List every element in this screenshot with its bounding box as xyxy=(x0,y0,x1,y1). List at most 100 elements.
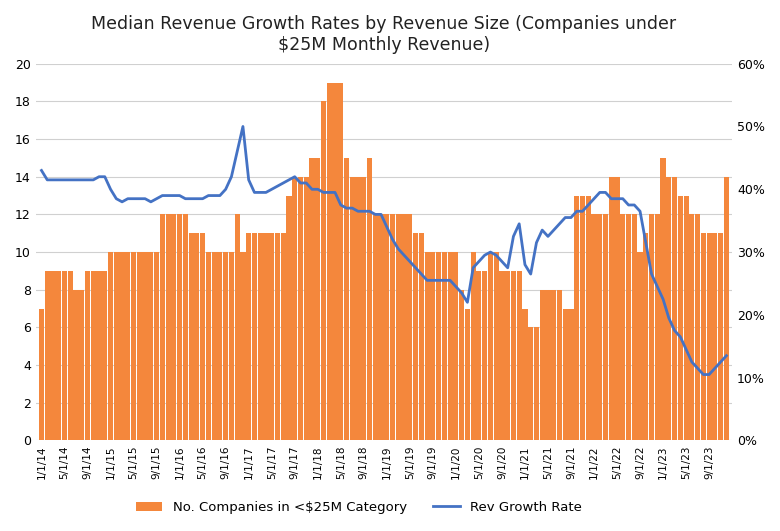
Bar xyxy=(172,215,176,441)
Bar xyxy=(240,252,246,441)
Bar xyxy=(580,195,585,441)
Bar xyxy=(235,215,239,441)
Bar xyxy=(413,233,418,441)
Bar xyxy=(292,177,297,441)
Bar xyxy=(603,215,608,441)
Bar xyxy=(200,233,205,441)
Bar xyxy=(165,215,171,441)
Bar xyxy=(177,215,183,441)
Bar xyxy=(419,233,424,441)
Bar xyxy=(356,177,360,441)
Bar xyxy=(90,271,96,441)
Bar xyxy=(477,271,481,441)
Bar xyxy=(303,177,309,441)
Bar xyxy=(189,233,193,441)
Bar xyxy=(569,309,573,441)
Bar xyxy=(194,233,200,441)
Bar xyxy=(136,252,142,441)
Bar xyxy=(257,233,263,441)
Bar xyxy=(402,215,406,441)
Bar xyxy=(385,215,389,441)
Bar xyxy=(315,158,321,441)
Bar xyxy=(286,195,292,441)
Bar xyxy=(654,215,660,441)
Bar xyxy=(246,233,251,441)
Bar xyxy=(298,177,303,441)
Bar xyxy=(707,233,711,441)
Bar xyxy=(597,215,602,441)
Bar xyxy=(441,252,447,441)
Bar xyxy=(206,252,211,441)
Bar xyxy=(453,252,459,441)
Bar xyxy=(615,177,619,441)
Bar xyxy=(275,233,280,441)
Bar xyxy=(349,177,355,441)
Bar xyxy=(666,177,672,441)
Bar xyxy=(632,215,637,441)
Bar xyxy=(143,252,147,441)
Bar xyxy=(672,177,677,441)
Bar xyxy=(424,252,430,441)
Legend: No. Companies in <$25M Category, Rev Growth Rate: No. Companies in <$25M Category, Rev Gro… xyxy=(130,495,587,519)
Bar xyxy=(683,195,689,441)
Bar xyxy=(448,252,452,441)
Bar xyxy=(148,252,154,441)
Bar xyxy=(511,271,516,441)
Bar xyxy=(56,271,62,441)
Bar xyxy=(499,271,505,441)
Bar xyxy=(407,215,413,441)
Bar xyxy=(97,271,101,441)
Bar xyxy=(700,233,706,441)
Bar xyxy=(695,215,700,441)
Bar xyxy=(551,290,556,441)
Bar xyxy=(528,328,534,441)
Bar xyxy=(470,252,476,441)
Bar xyxy=(436,252,441,441)
Bar xyxy=(591,215,597,441)
Bar xyxy=(154,252,159,441)
Bar xyxy=(620,215,626,441)
Bar xyxy=(281,233,285,441)
Bar xyxy=(378,215,384,441)
Bar xyxy=(465,309,470,441)
Bar xyxy=(574,195,580,441)
Bar xyxy=(678,195,683,441)
Bar xyxy=(361,177,367,441)
Bar xyxy=(505,271,510,441)
Bar xyxy=(534,328,539,441)
Bar xyxy=(160,215,165,441)
Bar xyxy=(557,290,562,441)
Bar xyxy=(229,252,234,441)
Bar xyxy=(252,233,257,441)
Bar xyxy=(223,252,229,441)
Bar xyxy=(126,252,130,441)
Bar xyxy=(586,195,590,441)
Bar xyxy=(562,309,568,441)
Bar xyxy=(264,233,268,441)
Bar xyxy=(218,252,222,441)
Bar xyxy=(545,290,551,441)
Bar xyxy=(332,82,338,441)
Bar xyxy=(327,82,332,441)
Bar xyxy=(718,233,723,441)
Bar xyxy=(51,271,55,441)
Bar xyxy=(108,252,113,441)
Bar xyxy=(80,290,84,441)
Bar xyxy=(85,271,90,441)
Bar xyxy=(494,252,498,441)
Bar xyxy=(712,233,718,441)
Bar xyxy=(431,252,435,441)
Title: Median Revenue Growth Rates by Revenue Size (Companies under
$25M Monthly Revenu: Median Revenue Growth Rates by Revenue S… xyxy=(91,15,676,54)
Bar xyxy=(540,290,544,441)
Bar xyxy=(73,290,79,441)
Bar xyxy=(523,309,527,441)
Bar xyxy=(488,252,493,441)
Bar xyxy=(390,215,395,441)
Bar xyxy=(269,233,275,441)
Bar xyxy=(114,252,119,441)
Bar xyxy=(211,252,217,441)
Bar xyxy=(367,158,372,441)
Bar xyxy=(344,158,349,441)
Bar xyxy=(608,177,614,441)
Bar xyxy=(637,252,643,441)
